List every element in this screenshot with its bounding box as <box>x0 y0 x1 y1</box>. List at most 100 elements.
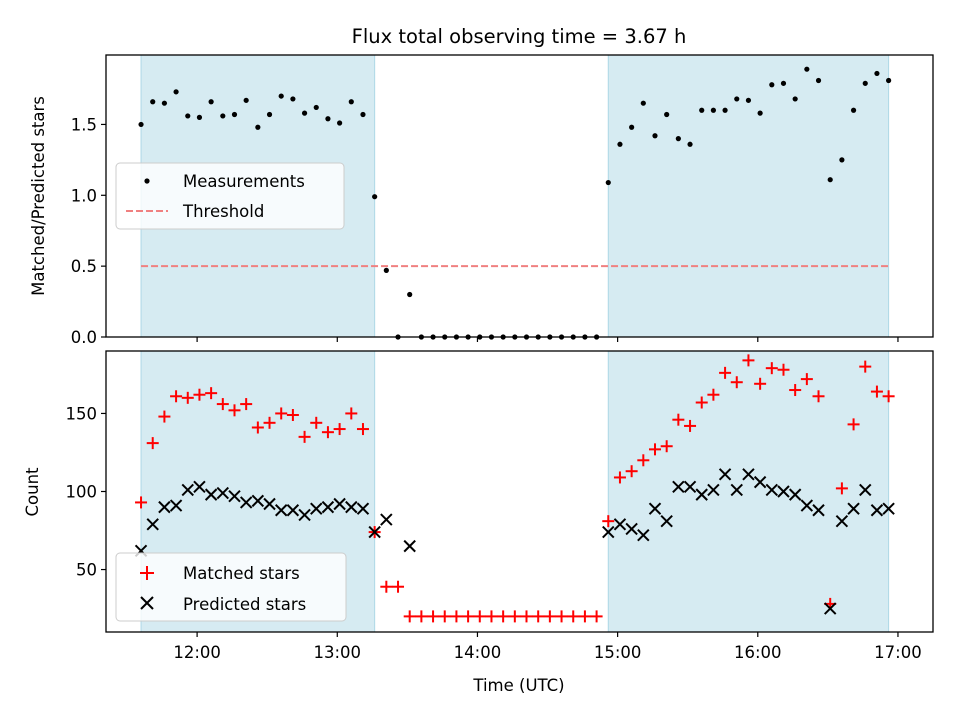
ratio-legend: Measurements Threshold <box>115 162 345 230</box>
predicted-star-point <box>859 483 872 497</box>
measurement-point <box>196 114 203 120</box>
matched-star-point <box>870 385 883 398</box>
ratio-panel: 0.0 0.5 1.0 1.5 Matched/Predicted stars Mea… <box>29 54 934 347</box>
measurement-point <box>652 133 658 139</box>
predicted-star-point <box>637 529 650 542</box>
x-axis-label: Time (UTC) <box>472 676 564 695</box>
predicted-star-point <box>800 499 814 512</box>
matched-star-point <box>205 387 218 400</box>
matched-stars-points <box>135 354 895 623</box>
legend-label-matched-stars: Matched stars <box>183 564 300 583</box>
ratio-panel-frame <box>105 54 934 338</box>
predicted-star-point <box>870 504 884 517</box>
measurement-point <box>839 157 845 163</box>
matched-star-point <box>672 413 685 426</box>
matched-star-point <box>578 610 591 623</box>
matched-star-point <box>520 610 533 623</box>
matched-star-point <box>754 377 767 390</box>
predicted-star-point <box>345 500 358 514</box>
x-tick-label: 14:00 <box>454 643 502 662</box>
matched-star-point <box>812 390 825 403</box>
chart-title: Flux total observing time = 3.67 h <box>352 25 687 48</box>
matched-star-point <box>543 610 556 623</box>
measurement-point <box>220 113 226 119</box>
measurement-point <box>640 100 646 106</box>
predicted-star-point <box>718 468 732 481</box>
predicted-star-point <box>835 514 849 528</box>
predicted-star-point <box>847 502 860 515</box>
matched-star-point <box>181 391 194 404</box>
y-tick-label: 50 <box>76 561 97 580</box>
count-x-ticks: 12:00 13:00 14:00 15:00 16:00 17:00 <box>173 632 922 662</box>
predicted-star-point <box>695 488 708 501</box>
measurement-point <box>360 111 366 118</box>
measurement-point <box>804 66 810 72</box>
matched-star-point <box>333 423 346 436</box>
predicted-star-point <box>298 508 311 522</box>
y-tick-label: 0.5 <box>71 257 97 276</box>
measurement-point <box>383 267 389 273</box>
predicted-star-point <box>812 504 825 517</box>
measurement-point <box>150 99 156 105</box>
count-legend: Matched stars Predicted stars <box>115 552 347 622</box>
matched-star-point <box>707 388 720 401</box>
matched-star-point <box>158 410 171 423</box>
measurement-point <box>629 124 635 130</box>
measurement-point <box>874 70 880 77</box>
measurement-point <box>208 99 214 105</box>
matched-star-point <box>263 416 276 429</box>
measurement-point <box>780 80 787 86</box>
predicted-star-point <box>380 513 393 526</box>
measurement-point <box>290 96 296 102</box>
matched-star-point <box>684 419 697 432</box>
measurement-point <box>792 96 798 102</box>
predicted-star-point <box>356 502 370 515</box>
matched-star-point <box>450 610 463 623</box>
matched-star-point <box>777 363 790 376</box>
predicted-star-point <box>683 480 697 494</box>
matched-star-point <box>298 430 311 443</box>
predicted-star-point <box>824 602 837 615</box>
predicted-star-point <box>882 502 895 515</box>
matched-star-point <box>392 580 405 593</box>
matched-star-point <box>625 465 638 478</box>
matched-star-point <box>473 610 486 623</box>
predicted-star-point <box>333 497 346 511</box>
matched-star-point <box>356 423 369 436</box>
measurement-point <box>862 80 868 86</box>
measurement-point <box>313 104 319 111</box>
count-y-axis-label: Count <box>23 467 42 517</box>
matched-star-point <box>730 376 743 389</box>
matched-star-point <box>427 610 440 623</box>
predicted-star-point <box>765 483 779 497</box>
matched-star-point <box>251 421 264 434</box>
predicted-star-point <box>158 500 171 514</box>
measurement-point <box>185 113 191 119</box>
matched-star-point <box>765 362 778 375</box>
measurement-point <box>173 89 179 95</box>
x-tick-label: 13:00 <box>313 643 361 662</box>
predicted-star-point <box>648 502 662 515</box>
predicted-star-point <box>310 502 323 515</box>
predicted-star-point <box>263 497 276 511</box>
measurement-point <box>231 111 238 118</box>
matched-star-point <box>648 443 661 456</box>
matched-star-point <box>789 384 802 397</box>
matched-star-point <box>240 398 253 411</box>
measurement-point <box>827 177 833 183</box>
matched-star-point <box>859 360 872 373</box>
matched-star-point <box>800 373 813 386</box>
matched-star-point <box>719 366 732 379</box>
matched-star-point <box>590 610 603 623</box>
y-tick-label: 1.5 <box>71 115 97 134</box>
matched-star-point <box>695 396 708 409</box>
count-legend-box <box>115 552 347 622</box>
matched-star-point <box>613 471 626 484</box>
matched-star-point <box>438 610 451 623</box>
matched-star-point <box>485 610 498 623</box>
matched-star-point <box>135 496 148 509</box>
matched-star-point <box>555 610 568 623</box>
matched-star-point <box>567 610 580 623</box>
matched-star-point <box>193 388 206 401</box>
